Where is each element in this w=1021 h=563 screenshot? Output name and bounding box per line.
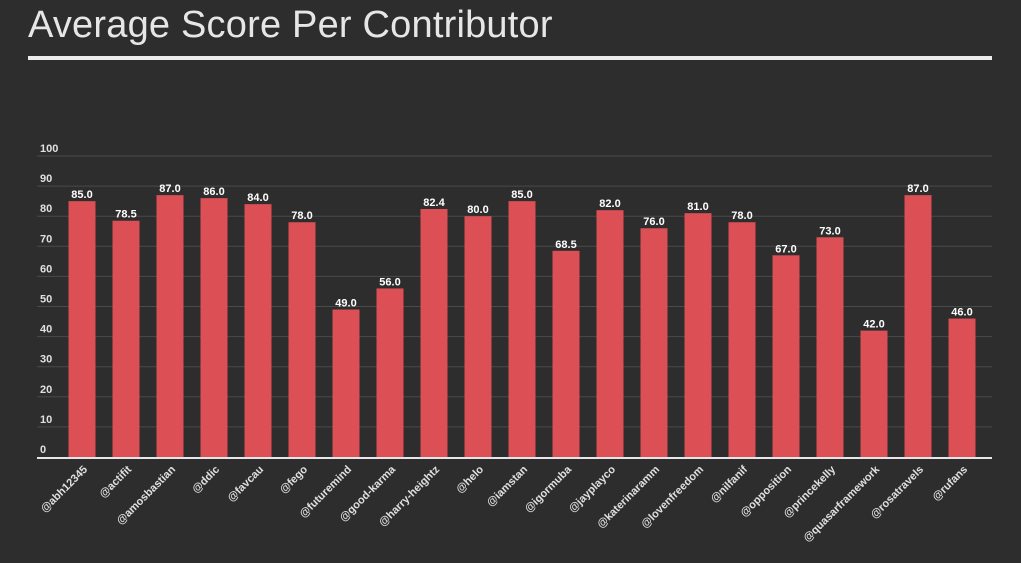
x-axis-ticks: @abh12345 @actifit@amosbastian @ddic @favca…: [39, 463, 971, 545]
bar: [420, 208, 448, 457]
bar: [772, 255, 800, 457]
y-tick-label: 80: [40, 203, 52, 215]
data-label: 68.5: [555, 239, 576, 251]
bar: [244, 204, 272, 457]
bar: [112, 220, 140, 457]
data-label: 87.0: [907, 183, 928, 195]
data-label: 85.0: [511, 189, 532, 201]
x-tick-label: @helo: [454, 463, 486, 495]
x-tick-label: @quasarframework: [801, 463, 883, 545]
bars: [68, 195, 976, 457]
bar: [684, 213, 712, 457]
data-label: 80.0: [467, 204, 488, 216]
x-tick-label: @rufans: [930, 464, 970, 504]
y-tick-label: 10: [40, 414, 52, 426]
y-tick-label: 60: [40, 263, 52, 275]
bar: [728, 222, 756, 457]
data-label: 85.0: [71, 189, 92, 201]
bar: [464, 216, 492, 457]
bar: [552, 250, 580, 457]
y-tick-label: 50: [40, 294, 52, 306]
y-tick-label: 70: [40, 233, 52, 245]
y-tick-label: 100: [40, 143, 58, 155]
bar: [68, 201, 96, 457]
x-tick-label: @actifit: [97, 463, 134, 500]
bar: [156, 195, 184, 457]
data-label: 78.0: [731, 210, 752, 222]
bar: [288, 222, 316, 457]
data-label: 82.0: [599, 198, 620, 210]
data-label: 42.0: [863, 319, 884, 331]
x-tick-label: @nilfanif: [709, 463, 751, 505]
page-title: Average Score Per Contributor: [28, 4, 553, 46]
data-label: 82.4: [423, 197, 445, 209]
bar: [904, 195, 932, 457]
data-label: 78.0: [291, 210, 312, 222]
x-tick-label: @iamstan: [485, 463, 531, 509]
bar: [332, 309, 360, 457]
data-label: 87.0: [159, 183, 180, 195]
data-label: 49.0: [335, 298, 356, 310]
x-tick-label: @fego: [278, 463, 311, 496]
data-label: 76.0: [643, 216, 664, 228]
x-tick-label: @ddic: [190, 464, 222, 496]
bar: [816, 237, 844, 457]
data-label: 56.0: [379, 276, 400, 288]
bar: [508, 201, 536, 457]
data-label: 78.5: [115, 209, 136, 221]
y-tick-label: 0: [40, 444, 46, 456]
data-label: 46.0: [951, 307, 972, 319]
bar: [640, 228, 668, 457]
data-label: 73.0: [819, 225, 840, 237]
title-divider: [28, 56, 992, 60]
bar: [948, 318, 976, 457]
bar: [376, 288, 404, 457]
x-tick-label: @abh12345: [39, 464, 91, 516]
bar: [860, 330, 888, 457]
data-label: 84.0: [247, 192, 268, 204]
data-labels: 85.0 78.5 87.0 86.0 84.0 78.0 49.0 56.0 82.4 80.0…: [71, 183, 972, 330]
y-tick-label: 30: [40, 354, 52, 366]
bar: [200, 198, 228, 457]
y-tick-label: 20: [40, 384, 52, 396]
y-axis-ticks: 0 10 20 30 40 50 60 70 80 90 100: [40, 143, 58, 456]
data-label: 86.0: [203, 186, 224, 198]
data-label: 67.0: [775, 243, 796, 255]
y-tick-label: 90: [40, 173, 52, 185]
x-tick-label: @favcau: [225, 464, 266, 505]
data-label: 81.0: [687, 201, 708, 213]
bar: [596, 210, 624, 457]
y-tick-label: 40: [40, 324, 52, 336]
